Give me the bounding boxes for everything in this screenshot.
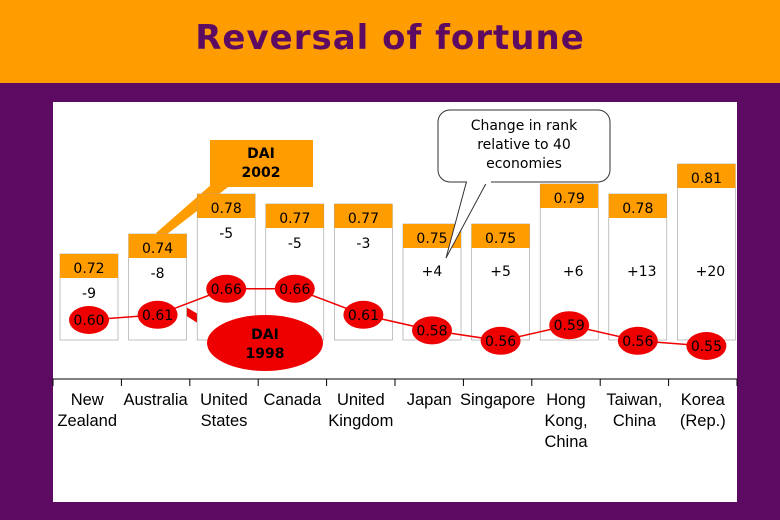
marker-dai-1998 — [617, 326, 658, 355]
data-label-dai-2002: 0.81 — [691, 171, 722, 187]
bar-dai-2002 — [197, 194, 256, 218]
rank-change-label: +4 — [422, 264, 443, 280]
marker-dai-1998 — [69, 306, 109, 334]
bar-dai-2002 — [540, 184, 599, 208]
rank-note-text: relative to 40 — [477, 137, 571, 153]
data-label-dai-1998: 0.61 — [142, 308, 173, 324]
rank-change-label: +5 — [490, 264, 511, 280]
rank-change-label: -5 — [288, 236, 302, 252]
rank-note-box — [437, 109, 611, 183]
data-label-dai-2002: 0.77 — [348, 211, 379, 227]
x-tick-label: Australia — [123, 391, 188, 409]
title-bar — [0, 0, 780, 83]
marker-dai-1998 — [206, 274, 247, 303]
dai-2002-callout-text: DAI — [247, 146, 275, 162]
rank-note-text: economies — [486, 156, 562, 172]
data-label-dai-1998: 0.61 — [348, 308, 379, 324]
dai-1998-line — [88, 288, 707, 347]
bar-dai-2002 — [265, 204, 324, 228]
data-label-dai-1998: 0.56 — [485, 334, 516, 350]
x-tick-label: China — [613, 412, 657, 430]
bar-body — [677, 163, 736, 341]
rank-change-label: -5 — [219, 226, 233, 242]
x-tick-label: Kingdom — [328, 412, 393, 430]
dai-1998-callout — [207, 315, 323, 371]
bar-dai-2002 — [60, 254, 118, 278]
page-title: Reversal of fortune — [195, 18, 585, 58]
rank-change-label: -9 — [82, 286, 96, 302]
x-tick-label: China — [544, 433, 588, 451]
x-tick-label: Taiwan, — [606, 391, 662, 409]
x-tick-label: Korea — [681, 391, 726, 409]
bar-dai-2002 — [128, 234, 187, 258]
data-label-dai-2002: 0.79 — [554, 191, 585, 207]
x-tick-label: Zealand — [57, 412, 117, 430]
rank-change-label: -8 — [151, 266, 165, 282]
data-label-dai-2002: 0.78 — [211, 201, 242, 217]
data-label-dai-2002: 0.77 — [279, 211, 310, 227]
data-label-dai-1998: 0.60 — [73, 313, 104, 329]
rank-note-joint — [467, 174, 491, 184]
data-label-dai-2002: 0.74 — [142, 241, 173, 257]
rank-change-label: +6 — [563, 264, 584, 280]
dai-1998-callout-text: 1998 — [246, 346, 285, 362]
marker-dai-1998 — [412, 316, 452, 345]
marker-dai-1998 — [549, 311, 590, 340]
data-label-dai-2002: 0.78 — [622, 201, 653, 217]
dai-1998-callout-text: DAI — [251, 327, 279, 343]
data-label-dai-1998: 0.59 — [554, 318, 585, 334]
x-tick-label: States — [201, 412, 248, 430]
x-tick-label: Kong, — [544, 412, 587, 430]
rank-change-label: +20 — [696, 264, 726, 280]
dai-2002-callout — [210, 140, 313, 187]
dai-2002-callout-text: 2002 — [242, 165, 281, 181]
x-tick-label: Japan — [407, 391, 452, 409]
x-tick-label: (Rep.) — [680, 412, 726, 430]
data-label-dai-1998: 0.66 — [279, 282, 310, 298]
x-tick-label: Canada — [263, 391, 322, 409]
marker-dai-1998 — [686, 332, 727, 360]
rank-change-label: +13 — [627, 264, 657, 280]
x-tick-label: New — [71, 391, 104, 409]
marker-dai-1998 — [137, 300, 178, 329]
bar-dai-2002 — [608, 194, 667, 218]
data-label-dai-1998: 0.66 — [211, 282, 242, 298]
rank-change-label: -3 — [356, 236, 370, 252]
data-label-dai-1998: 0.55 — [691, 339, 722, 355]
x-tick-label: United — [200, 391, 248, 409]
data-label-dai-1998: 0.58 — [416, 323, 447, 339]
bar-dai-2002 — [677, 164, 736, 188]
marker-dai-1998 — [343, 300, 384, 329]
bar-dai-2002 — [334, 204, 393, 228]
marker-dai-1998 — [480, 326, 521, 355]
data-label-dai-2002: 0.75 — [416, 231, 447, 247]
x-tick-label: Singapore — [460, 391, 535, 409]
data-label-dai-1998: 0.56 — [622, 334, 653, 350]
x-tick-label: Hong — [546, 391, 585, 409]
x-tick-label: United — [337, 391, 385, 409]
data-label-dai-2002: 0.72 — [73, 261, 104, 277]
bar-dai-2002 — [471, 224, 530, 248]
rank-note-text: Change in rank — [471, 118, 578, 134]
marker-dai-1998 — [274, 274, 315, 303]
data-label-dai-2002: 0.75 — [485, 231, 516, 247]
